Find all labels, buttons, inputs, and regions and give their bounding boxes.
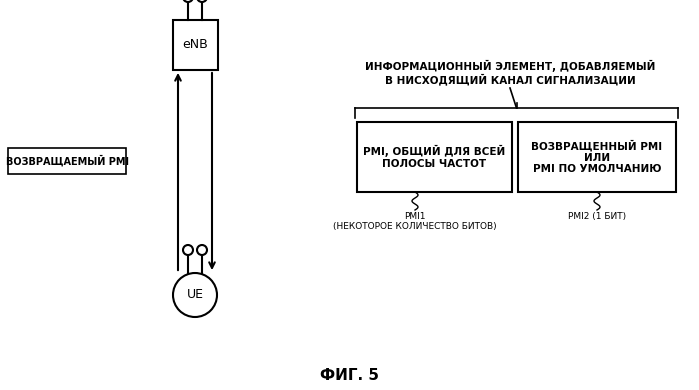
Text: UE: UE xyxy=(187,289,203,301)
Bar xyxy=(173,20,217,70)
Text: ФИГ. 5: ФИГ. 5 xyxy=(321,367,380,383)
Text: PMI1
(НЕКОТОРОЕ КОЛИЧЕСТВО БИТОВ): PMI1 (НЕКОТОРОЕ КОЛИЧЕСТВО БИТОВ) xyxy=(333,212,497,231)
Bar xyxy=(518,122,676,192)
Text: ИНФОРМАЦИОННЫЙ ЭЛЕМЕНТ, ДОБАВЛЯЕМЫЙ
В НИСХОДЯЩИЙ КАНАЛ СИГНАЛИЗАЦИИ: ИНФОРМАЦИОННЫЙ ЭЛЕМЕНТ, ДОБАВЛЯЕМЫЙ В НИ… xyxy=(365,60,655,86)
Bar xyxy=(8,148,126,174)
Bar xyxy=(357,122,512,192)
Text: PMI, ОБЩИЙ ДЛЯ ВСЕЙ
ПОЛОСЫ ЧАСТОТ: PMI, ОБЩИЙ ДЛЯ ВСЕЙ ПОЛОСЫ ЧАСТОТ xyxy=(363,145,505,169)
Text: ВОЗВРАЩАЕМЫЙ PMI: ВОЗВРАЩАЕМЫЙ PMI xyxy=(6,155,129,167)
Circle shape xyxy=(197,0,207,2)
Text: ВОЗВРАЩЕННЫЙ PMI
ИЛИ
PMI ПО УМОЛЧАНИЮ: ВОЗВРАЩЕННЫЙ PMI ИЛИ PMI ПО УМОЛЧАНИЮ xyxy=(531,140,663,174)
Circle shape xyxy=(183,245,193,255)
Circle shape xyxy=(197,245,207,255)
Circle shape xyxy=(183,0,193,2)
Text: eNB: eNB xyxy=(182,39,208,51)
Circle shape xyxy=(173,273,217,317)
Text: PMI2 (1 БИТ): PMI2 (1 БИТ) xyxy=(568,212,626,221)
